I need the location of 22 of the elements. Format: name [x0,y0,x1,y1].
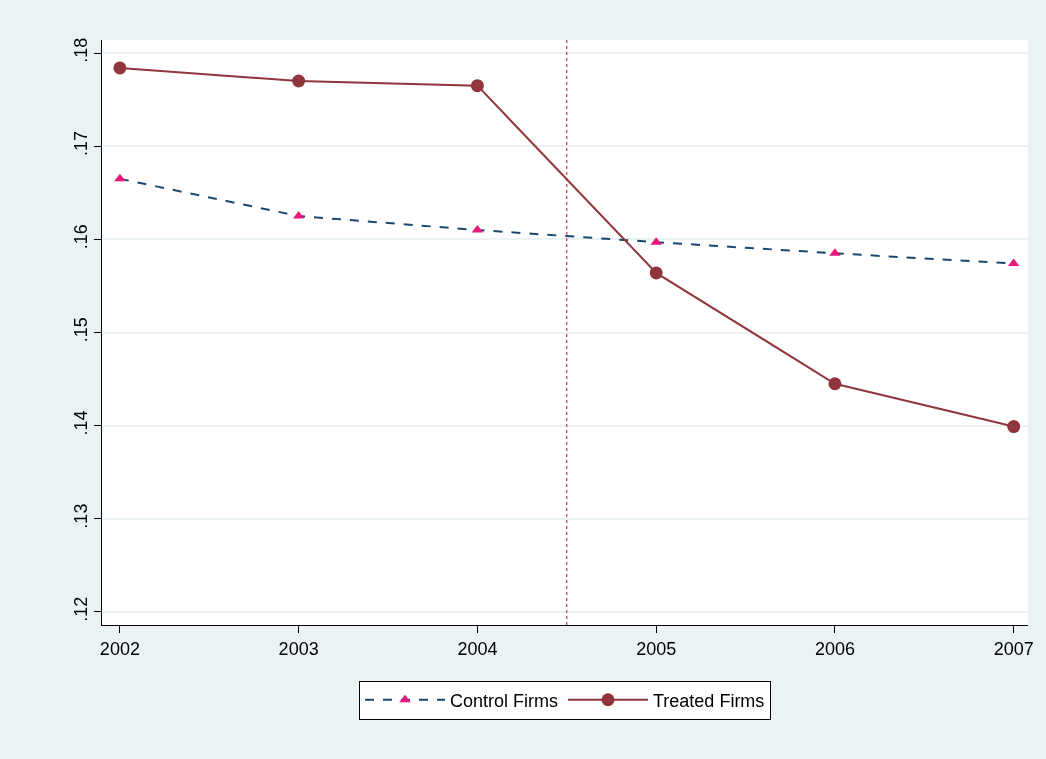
x-tick-label: 2003 [278,638,319,659]
x-tick-label: 2007 [993,638,1034,659]
x-tick-label: 2002 [99,638,140,659]
y-tick-label: .17 [70,130,91,157]
y-tick-label: .13 [70,503,91,529]
point [292,74,306,88]
x-tick-label: 2005 [636,638,677,659]
point [649,266,663,280]
y-tick-label: .14 [70,410,91,436]
y-tick-label: .15 [70,317,91,343]
legend-label: Control Firms [450,690,559,711]
y-tick-label: .12 [70,596,91,622]
legend-label: Treated Firms [653,690,765,711]
point [470,79,484,93]
point [828,377,842,391]
point [113,61,127,75]
x-tick-label: 2004 [457,638,498,659]
point [1007,420,1021,434]
point [114,173,126,182]
y-tick-label: .16 [70,224,91,250]
x-tick-label: 2006 [814,638,855,659]
y-tick-label: .18 [70,37,91,63]
